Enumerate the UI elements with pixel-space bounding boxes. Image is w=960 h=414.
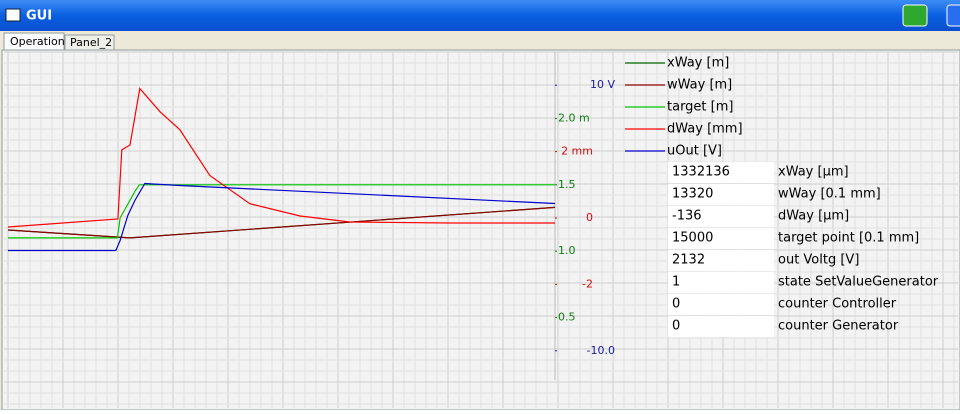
table-value: 0 [672,297,680,312]
axis-tick-label: 0 [586,211,593,224]
series-line [8,184,555,239]
window-title: GUI [26,9,52,24]
legend-label: dWay [mm] [667,122,743,137]
plot: 10 V -10.0 2.0 m 1.5 1.0 0.5 2 mm 0 -2 xWay [m] wW… [7,56,939,357]
axis-tick-label: 2.0 m [558,111,590,124]
table-value: 2132 [672,253,705,268]
table-label: dWay [µm] [778,209,849,224]
axis-tick-label: 10 V [590,78,615,91]
legend-label: wWay [m] [667,78,732,93]
table-value: 13320 [672,187,713,202]
series-line [8,182,556,252]
table-value: -136 [672,209,702,224]
title-bar [0,0,960,31]
axis-tick-label: 0.5 [558,311,576,324]
table-value: 1 [672,275,680,290]
tab-strip [0,31,960,51]
axis-tick-label: 2 mm [561,145,593,158]
table-value: 1332136 [672,165,730,180]
table-value: 0 [672,319,680,334]
print-button[interactable] [902,4,928,27]
series-line [7,87,555,228]
table-label: xWay [µm] [778,165,849,180]
value-cell [668,316,774,337]
axis-tick-label: 1.0 [558,244,576,257]
table-label: out Voltg [V] [778,253,859,268]
axis-tick-label: 1.5 [558,178,576,191]
legend-label: xWay [m] [667,56,729,71]
window-icon [5,8,21,22]
axis-tick-label: -10.0 [587,344,615,357]
table-value: 15000 [672,231,713,246]
series-line [7,206,556,239]
value-cell [668,206,774,227]
table-label: target point [0.1 mm] [778,231,919,246]
table-label: state SetValueGenerator [778,275,939,290]
value-cell [668,250,774,271]
tab-label[interactable]: Operation [10,35,65,48]
value-cell [668,294,774,315]
value-cell [668,162,774,183]
value-cell [668,184,774,205]
minimize-button[interactable] [946,4,960,27]
value-cell [668,272,774,293]
table-label: counter Controller [778,297,897,312]
value-cell [668,228,774,249]
legend-label: target [m] [667,100,733,115]
legend-label: uOut [V] [667,144,722,159]
table-label: counter Generator [778,319,899,334]
axis-tick-label: -2 [582,277,593,290]
table-label: wWay [0.1 mm] [778,187,881,202]
tab-label[interactable]: Panel_2 [70,36,112,49]
